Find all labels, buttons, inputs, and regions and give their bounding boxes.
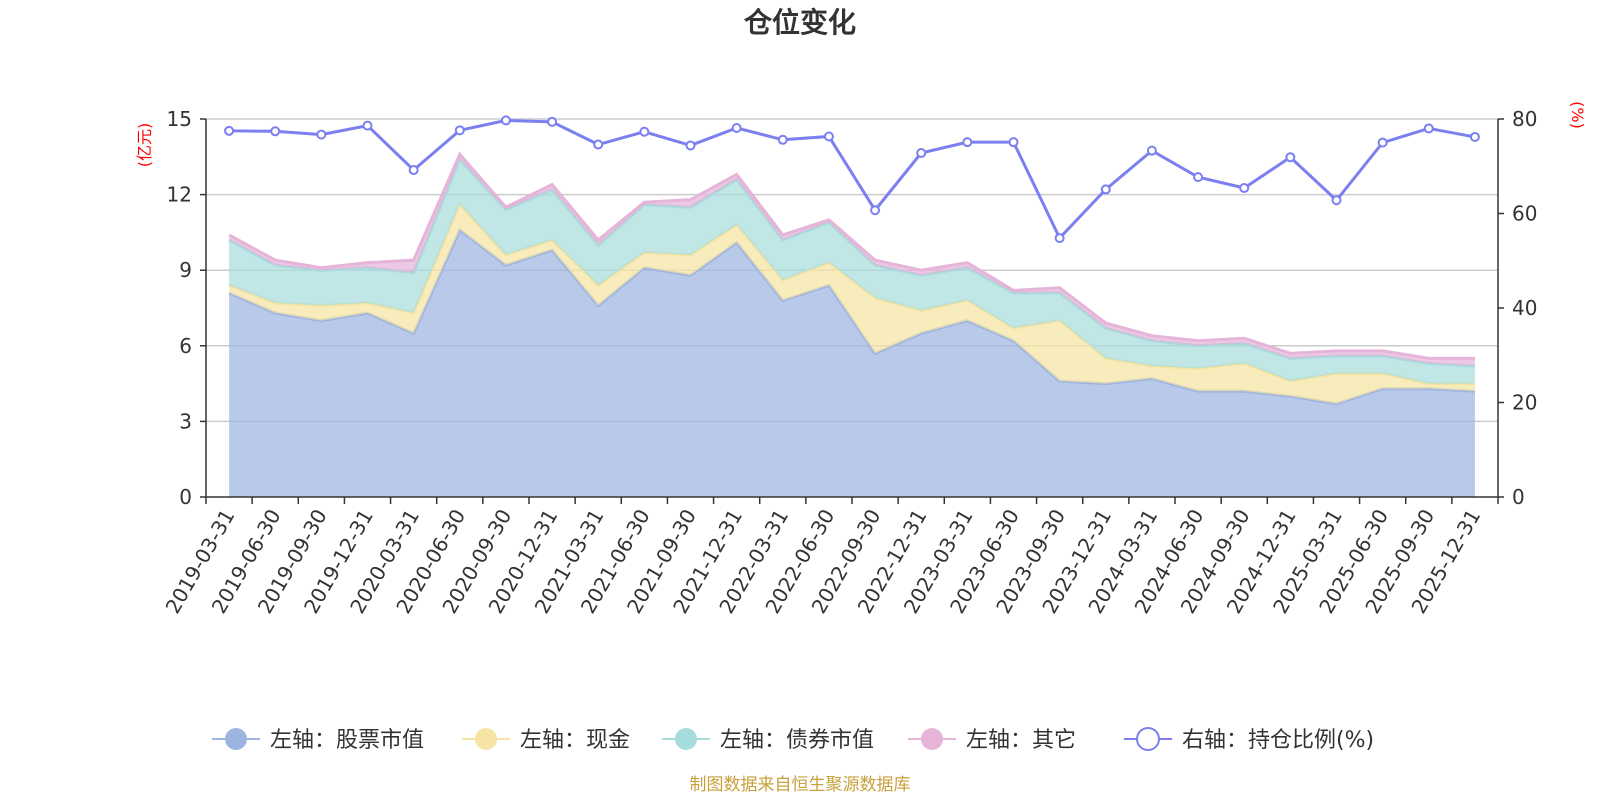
ratio-point xyxy=(270,126,281,137)
right-axis-unit: (%) xyxy=(1568,101,1587,129)
ratio-point xyxy=(500,115,511,126)
ratio-line-path xyxy=(229,118,1476,241)
ratio-point xyxy=(1331,195,1342,206)
legend: 左轴：股票市值 左轴：现金 左轴：债券市值 左轴：其它 右轴：持仓比例(%) xyxy=(212,727,1374,753)
ratio-point xyxy=(1008,137,1019,148)
left-axis-tick-label: 3 xyxy=(179,409,192,433)
area-series-2 xyxy=(229,204,1475,404)
right-axis-tick-label: 0 xyxy=(1512,485,1525,509)
right-axis-tick-label: 20 xyxy=(1512,391,1537,415)
area-edge-series-4 xyxy=(228,151,1475,360)
ratio-point xyxy=(823,131,834,142)
area-series-1 xyxy=(229,229,1475,497)
ratio-point xyxy=(408,165,419,176)
area-series-3 xyxy=(229,159,1475,384)
ratio-point xyxy=(1193,172,1204,183)
left-axis-tick-label: 15 xyxy=(167,107,192,131)
ratio-point xyxy=(777,134,788,145)
legend-marker-1 xyxy=(225,728,247,750)
left-axis-tick-label: 0 xyxy=(179,485,192,509)
ratio-point xyxy=(224,125,235,136)
ratio-point xyxy=(1285,152,1296,163)
ratio-point xyxy=(1469,131,1480,142)
legend-label-4: 左轴：其它 xyxy=(966,728,1076,753)
ratio-line xyxy=(224,115,1480,244)
data-source-note: 制图数据来自恒生聚源数据库 xyxy=(690,775,911,795)
legend-label-2: 左轴：现金 xyxy=(520,728,630,753)
ratio-point xyxy=(1146,145,1157,156)
ratio-point xyxy=(1054,233,1065,244)
right-axis-tick-label: 80 xyxy=(1512,107,1537,131)
ratio-point xyxy=(1423,123,1434,134)
right-axis-tick-label: 60 xyxy=(1512,202,1537,226)
ratio-point xyxy=(962,137,973,148)
ratio-point xyxy=(870,205,881,216)
left-axis-tick-label: 6 xyxy=(179,334,192,358)
stacked-areas xyxy=(228,151,1476,497)
ratio-point xyxy=(1377,137,1388,148)
legend-marker-3 xyxy=(675,728,697,750)
legend-marker-2 xyxy=(475,728,497,750)
ratio-point xyxy=(362,120,373,131)
legend-label-5: 右轴：持仓比例(%) xyxy=(1182,728,1374,753)
ratio-point xyxy=(1239,182,1250,193)
legend-marker-4 xyxy=(921,728,943,750)
legend-label-1: 左轴：股票市值 xyxy=(270,728,424,753)
right-axis-tick-label: 40 xyxy=(1512,296,1537,320)
ratio-point xyxy=(1100,184,1111,195)
chart-title: 仓位变化 xyxy=(744,6,856,39)
ratio-point xyxy=(731,122,742,133)
ratio-point xyxy=(685,140,696,151)
ratio-point xyxy=(916,148,927,159)
left-axis-tick-label: 12 xyxy=(167,183,192,207)
ratio-point xyxy=(547,116,558,127)
ratio-point xyxy=(454,125,465,136)
legend-marker-5 xyxy=(1136,727,1160,751)
legend-label-3: 左轴：债券市值 xyxy=(720,728,874,753)
ratio-point xyxy=(316,129,327,140)
left-axis-tick-label: 9 xyxy=(179,258,192,282)
left-axis-unit: (亿元) xyxy=(135,123,154,168)
ratio-point xyxy=(639,126,650,137)
ratio-point xyxy=(593,139,604,150)
